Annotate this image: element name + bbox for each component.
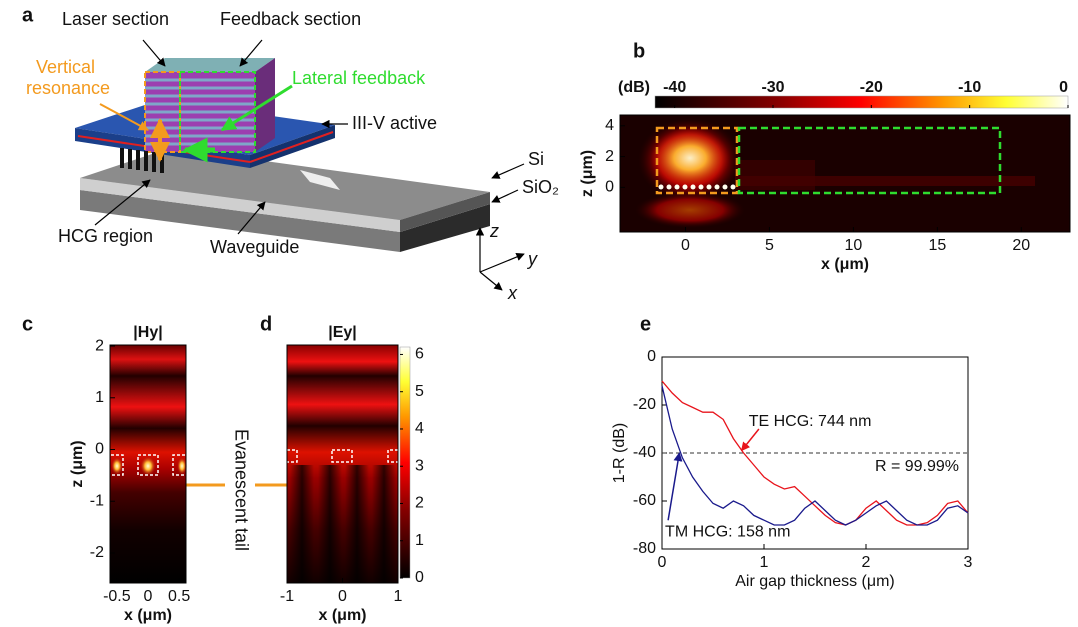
x-axis-label: x (μm) (821, 256, 869, 273)
label: Waveguide (210, 237, 299, 257)
series-line (661, 385, 969, 526)
x-tick-label: 3 (964, 554, 973, 571)
x-tick-label: -1 (280, 588, 294, 605)
y-tick-label: -20 (633, 396, 656, 413)
y-axis-label: z (μm) (579, 150, 596, 197)
panel-label: b (633, 40, 645, 62)
panel-title: |Ey| (328, 324, 357, 341)
label: Laser section (62, 9, 169, 29)
label: HCG region (58, 226, 153, 246)
grating-dot (690, 184, 696, 190)
box (655, 126, 739, 195)
x-tick-label: 0.5 (168, 588, 190, 605)
colorbar-tick-label: 1 (415, 532, 424, 549)
x-tick-label: 1 (394, 588, 403, 605)
label: Si (528, 149, 544, 169)
x-tick-label: 1 (760, 554, 769, 571)
panel-label: c (22, 313, 33, 335)
x-tick-label: 5 (765, 237, 774, 254)
colorbar-tick-label: 2 (415, 495, 424, 512)
grating-dot (658, 184, 664, 190)
colorbar-tick-label: 6 (415, 346, 424, 363)
colorbar-tick-label: -10 (958, 79, 981, 96)
y-tick-label: -80 (633, 540, 656, 557)
grating-dot (674, 184, 680, 190)
x-tick-label: 20 (1012, 237, 1030, 254)
label: Feedback section (220, 9, 361, 29)
label: SiO₂ (522, 177, 559, 197)
grating-dot (666, 184, 672, 190)
panel-label: e (640, 313, 651, 335)
y-tick-label: 0 (605, 179, 614, 196)
colorbar-tick-label: 0 (415, 569, 424, 586)
annotation-arrow (667, 452, 683, 521)
series-label: TM HCG: 158 nm (665, 523, 790, 540)
x-tick-label: -0.5 (103, 588, 131, 605)
x-axis-label: Air gap thickness (μm) (735, 573, 894, 590)
y-tick-label: -40 (633, 444, 656, 461)
field-image-b (620, 115, 1070, 232)
grating-dot (682, 184, 688, 190)
panel-title: |Hy| (133, 324, 162, 341)
y-tick-label: 2 (605, 148, 614, 165)
colorbar-tick-label: -40 (663, 79, 686, 96)
annotation: Evanescent tail (231, 429, 251, 551)
box (737, 126, 1002, 195)
y-axis-label: z (μm) (69, 440, 86, 487)
y-tick-label: 2 (95, 337, 104, 354)
label: Lateral feedback (292, 68, 426, 88)
colorbar-tick-label: -30 (761, 79, 784, 96)
x-tick-label: 0 (338, 588, 347, 605)
x-tick-label: 10 (844, 237, 862, 254)
plot-frame (619, 114, 1071, 233)
x-tick-label: 0 (144, 588, 153, 605)
colorbar-tick-label: 3 (415, 457, 424, 474)
y-tick-label: -1 (90, 492, 104, 509)
y-tick-label: 4 (605, 117, 614, 134)
label: resonance (26, 78, 110, 98)
x-tick-label: 0 (681, 237, 690, 254)
x-tick-label: 15 (928, 237, 946, 254)
y-tick-label: 0 (647, 348, 656, 365)
panel-label: a (22, 4, 34, 26)
reference-label: R = 99.99% (875, 458, 959, 475)
colorbar (654, 95, 1069, 109)
colorbar-tick-label: 4 (415, 420, 424, 437)
grating-dot (706, 184, 712, 190)
grating-dot (722, 184, 728, 190)
y-tick-label: -60 (633, 492, 656, 509)
colorbar-label: (dB) (618, 79, 650, 96)
x-axis-label: x (μm) (318, 607, 366, 624)
x-tick-label: 0 (658, 554, 667, 571)
annotation-arrow (740, 428, 760, 452)
label: III-V active (352, 113, 437, 133)
panel-label: d (260, 313, 272, 335)
grating-dot (698, 184, 704, 190)
grating-dot (714, 184, 720, 190)
y-tick-label: 0 (95, 441, 104, 458)
colorbar-tick-label: 0 (1059, 79, 1068, 96)
axis-letter: z (489, 221, 499, 241)
x-axis-label: x (μm) (124, 607, 172, 624)
series-label: TE HCG: 744 nm (749, 413, 872, 430)
y-axis-label: 1-R (dB) (611, 423, 628, 483)
grating-dot (730, 184, 736, 190)
colorbar-tick-label: -20 (860, 79, 883, 96)
device-diagram (75, 39, 525, 291)
label: Vertical (36, 57, 95, 77)
y-tick-label: 1 (95, 389, 104, 406)
axis-letter: x (507, 283, 518, 303)
y-tick-label: -2 (90, 544, 104, 561)
x-tick-label: 2 (862, 554, 871, 571)
colorbar (399, 346, 411, 579)
axis-letter: y (526, 249, 538, 269)
colorbar-tick-label: 5 (415, 383, 424, 400)
